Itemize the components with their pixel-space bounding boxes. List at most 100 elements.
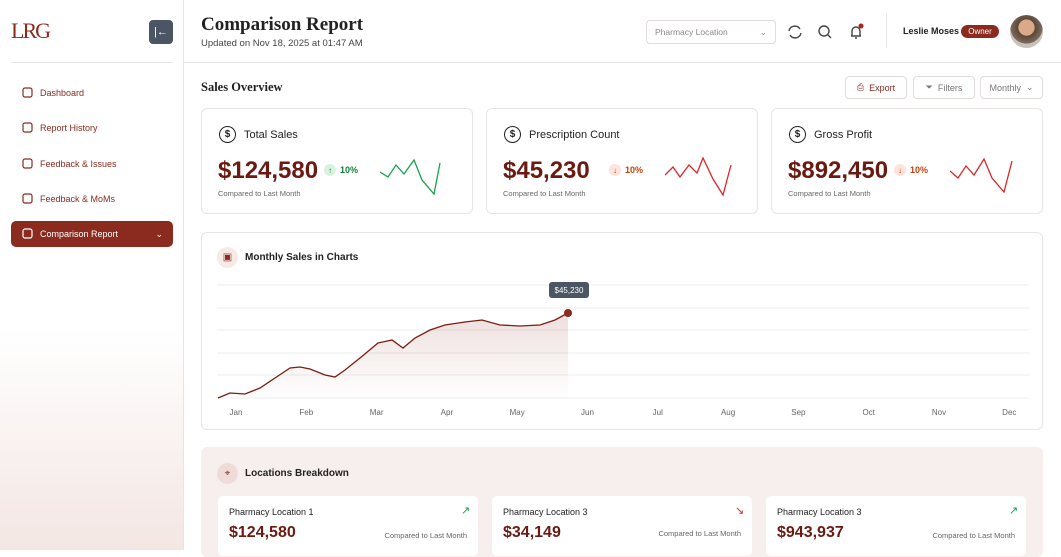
location-card: Pharmacy Location 3 ↘ $34,149 Compared t… <box>492 496 752 556</box>
month-label: May <box>509 408 525 417</box>
month-label: Apr <box>440 408 454 417</box>
location-name: Pharmacy Location 1 <box>229 507 314 517</box>
chart-title: Monthly Sales in Charts <box>245 252 359 263</box>
sales-line <box>217 312 569 399</box>
change-badge: ↓ 10% <box>894 164 928 176</box>
change-badge: ↓ 10% <box>609 164 643 176</box>
point[interactable] <box>564 309 572 317</box>
card-icon: $ <box>219 126 236 143</box>
updated-text: Updated on Nov 18, 2025 at 01:47 AM <box>201 38 363 49</box>
line-chart: $45,230 <box>217 282 1029 399</box>
role-badge: Owner <box>961 25 999 38</box>
card-note: Compared to Last Month <box>218 189 301 198</box>
chart-icon: ▣ <box>217 247 238 268</box>
button-label: Filters <box>937 82 963 93</box>
card-title: Total Sales <box>244 129 298 141</box>
location-name: Pharmacy Location 3 <box>777 507 862 517</box>
nav-icon <box>22 157 33 169</box>
section-title: Sales Overview <box>201 80 283 94</box>
location-value: $943,937 <box>777 524 844 541</box>
select-placeholder: Pharmacy Location <box>655 27 728 37</box>
month-label: Oct <box>862 408 875 417</box>
trend-icon: ↗ <box>461 505 471 517</box>
nav-item[interactable]: Feedback & Issues <box>11 151 173 177</box>
stat-card: $ Total Sales $124,580 ↑ 10% Compared to … <box>201 108 473 214</box>
period-select[interactable]: Monthly ⌄ <box>980 76 1043 99</box>
card-value: $124,580 <box>218 157 319 184</box>
nav-item[interactable]: Comparison Report ⌄ <box>11 221 173 248</box>
nav-item[interactable]: Feedback & MoMs <box>11 186 173 212</box>
location-card: Pharmacy Location 1 ↗ $124,580 Compared … <box>218 496 478 556</box>
location-value: $34,149 <box>503 524 561 541</box>
location-card: Pharmacy Location 3 ↗ $943,937 Compared … <box>766 496 1026 556</box>
location-note: Compared to Last Month <box>932 531 1015 540</box>
change-badge: ↑ 10% <box>324 164 358 176</box>
sparkline <box>380 158 441 196</box>
filters-button[interactable]: ⏷ Filters <box>913 76 975 99</box>
bell-icon[interactable] <box>851 26 861 39</box>
nav-label: Feedback & Issues <box>40 158 117 169</box>
nav-item[interactable]: Dashboard <box>11 80 173 106</box>
nav-icon <box>22 228 33 239</box>
stat-card: $ Gross Profit $892,450 ↓ 10% Compared to… <box>771 108 1043 214</box>
sparkline <box>665 156 732 197</box>
card-icon: $ <box>504 126 521 143</box>
month-label: Jun <box>581 408 594 417</box>
tooltip <box>549 282 589 298</box>
location-select[interactable]: Pharmacy Location ⌄ <box>646 20 776 44</box>
month-label: Dec <box>1002 408 1017 417</box>
header-icons <box>788 23 864 39</box>
nav-icon <box>22 193 33 204</box>
location-value: $124,580 <box>229 524 296 541</box>
divider <box>886 14 887 48</box>
search-icon[interactable] <box>818 25 830 37</box>
change-text: 10% <box>340 165 359 175</box>
select-label: Monthly <box>989 82 1021 93</box>
nav-label: Dashboard <box>40 88 85 98</box>
area <box>218 313 568 398</box>
card-note: Compared to Last Month <box>788 189 871 198</box>
stat-card: $ Prescription Count $45,230 ↓ 10% Compar… <box>486 108 758 214</box>
nav-label: Comparison Report <box>40 229 119 240</box>
card-icon: $ <box>789 126 806 143</box>
export-button[interactable]: ⎙ Export <box>845 76 907 99</box>
nav-icon <box>22 87 33 98</box>
location-note: Compared to Last Month <box>658 529 741 538</box>
locations-title: Locations Breakdown <box>245 468 349 479</box>
month-label: Aug <box>720 408 736 417</box>
trend-icon: ↗ <box>1009 505 1019 517</box>
change-text: 10% <box>910 165 929 175</box>
sidebar: LRG |← Dashboard Report History Feedback &… <box>0 0 184 550</box>
avatar[interactable] <box>1010 15 1043 48</box>
month-label: Nov <box>931 408 947 417</box>
nav-label: Feedback & MoMs <box>40 193 116 204</box>
user-name: Leslie Moses <box>903 26 960 36</box>
page-title: Comparison Report <box>201 14 364 35</box>
change-text: 10% <box>625 165 644 175</box>
trend-icon: ↘ <box>735 505 745 517</box>
card-title: Gross Profit <box>814 129 873 141</box>
location-note: Compared to Last Month <box>384 531 467 540</box>
month-label: Sep <box>791 408 806 417</box>
button-label: Export <box>869 82 896 93</box>
header-divider <box>184 62 1061 63</box>
month-label: Jan <box>229 408 243 417</box>
nav-item[interactable]: Report History <box>11 115 173 141</box>
location-name: Pharmacy Location 3 <box>503 507 588 517</box>
month-label: Mar <box>369 408 384 417</box>
divider <box>11 62 173 63</box>
card-note: Compared to Last Month <box>503 189 586 198</box>
tooltip-text: $45,230 <box>555 286 584 295</box>
sparkline <box>950 157 1013 194</box>
card-value: $892,450 <box>788 157 889 184</box>
nav-icon <box>22 122 33 133</box>
month-label: Feb <box>299 408 314 417</box>
month-label: Jul <box>652 408 663 417</box>
logo: LRG <box>11 18 51 43</box>
card-value: $45,230 <box>503 157 590 184</box>
collapse-button[interactable]: |← <box>149 20 173 44</box>
locations-icon: ⌖ <box>217 463 238 484</box>
refresh-icon[interactable] <box>788 25 802 39</box>
nav-label: Report History <box>40 123 98 134</box>
